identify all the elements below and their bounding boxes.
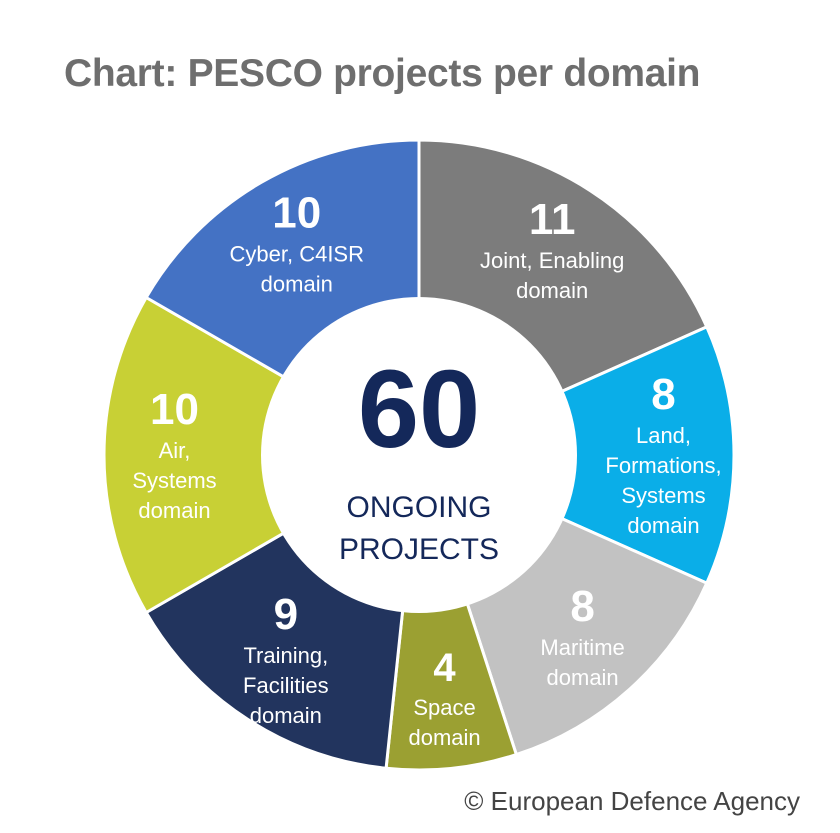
segment-label-4-line-0: Training,	[243, 643, 328, 668]
segment-value-4: 9	[274, 590, 298, 639]
segment-label-1-line-3: domain	[627, 513, 699, 538]
segment-label-1-line-1: Formations,	[605, 453, 721, 478]
segment-label-2-line-0: Maritime	[540, 635, 624, 660]
segment-label-1-line-0: Land,	[636, 423, 691, 448]
center-caption-line2: PROJECTS	[339, 533, 499, 566]
segment-label-2-line-1: domain	[547, 665, 619, 690]
chart-title: Chart: PESCO projects per domain	[64, 52, 701, 95]
segment-label-3-line-1: domain	[408, 725, 480, 750]
segment-value-1: 8	[651, 370, 675, 419]
center-caption-line1: ONGOING	[346, 491, 491, 524]
segment-label-5-line-0: Air,	[159, 438, 191, 463]
segment-label-6-line-1: domain	[261, 271, 333, 296]
segment-label-0-line-0: Joint, Enabling	[480, 248, 624, 273]
segment-label-0-line-1: domain	[516, 278, 588, 303]
segment-label-5-line-1: Systems	[132, 468, 216, 493]
segment-label-4-line-1: Facilities	[243, 673, 329, 698]
center-total: 60	[358, 348, 480, 471]
segment-value-6: 10	[272, 188, 321, 237]
segment-label-1-line-2: Systems	[621, 483, 705, 508]
copyright-credit: © European Defence Agency	[464, 786, 800, 816]
segment-value-2: 8	[570, 582, 594, 631]
segment-value-0: 11	[529, 195, 576, 244]
segment-label-5-line-2: domain	[138, 498, 210, 523]
segment-labels: 11 Joint, Enabling domain 8 Land, Formations,…	[132, 188, 721, 750]
segment-label-4-line-2: domain	[250, 703, 322, 728]
segment-value-3: 4	[433, 646, 456, 690]
center-hole	[261, 297, 577, 613]
segment-label-3-line-0: Space	[413, 695, 475, 720]
segment-value-5: 10	[150, 385, 199, 434]
segment-label-6-line-0: Cyber, C4ISR	[230, 241, 365, 266]
